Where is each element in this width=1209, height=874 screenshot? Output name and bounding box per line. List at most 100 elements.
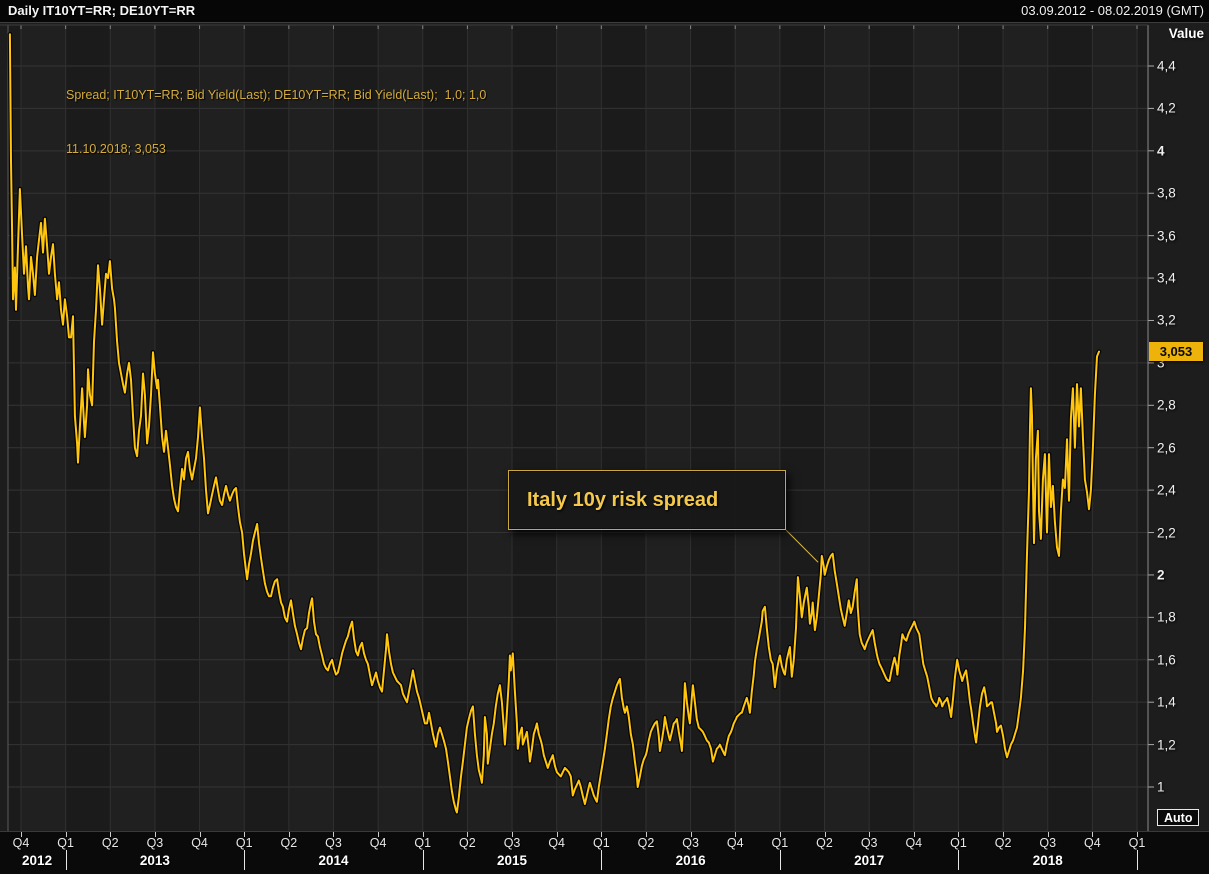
- quarter-band: [333, 25, 379, 831]
- quarter-tick: [1003, 832, 1005, 837]
- quarter-label: Q4: [12, 836, 30, 850]
- quarter-tick: [735, 832, 737, 837]
- quarter-band: [65, 25, 111, 831]
- y-tick-label: 1,8: [1157, 609, 1176, 625]
- quarter-label: Q1: [771, 836, 789, 850]
- quarter-band: [21, 25, 66, 831]
- auto-scale-button[interactable]: Auto: [1157, 809, 1200, 826]
- y-tick-label: 2,8: [1157, 397, 1176, 413]
- quarter-label: Q1: [57, 836, 74, 850]
- quarter-label: Q4: [191, 836, 208, 850]
- quarter-tick: [467, 832, 469, 837]
- annotation-text: Italy 10y risk spread: [527, 488, 719, 511]
- quarter-tick: [601, 832, 603, 837]
- quarter-tick: [824, 832, 826, 837]
- quarter-label: Q2: [101, 836, 119, 850]
- year-label: 2018: [1032, 853, 1063, 868]
- time-axis[interactable]: Q4 Q1 Q2 Q3 Q4 Q1 Q2 Q3 Q4 Q1 Q2 Q3 Q4 Q1 Q2 Q3 Q4 Q1 Q2 Q3…: [0, 831, 1209, 874]
- quarter-tick: [422, 832, 424, 837]
- quarter-tick: [154, 832, 156, 837]
- quarter-band: [556, 25, 602, 831]
- y-tick-label: 3: [1157, 355, 1165, 371]
- quarter-label: Q1: [235, 836, 253, 850]
- quarter-label: Q3: [503, 836, 521, 850]
- y-tick-label: 1,6: [1157, 652, 1176, 668]
- quarter-band: [690, 25, 736, 831]
- year-separator: [779, 850, 781, 870]
- quarter-band: [467, 25, 513, 831]
- year-label: 2012: [22, 853, 53, 868]
- quarter-band: [244, 25, 289, 831]
- quarter-tick: [1137, 832, 1138, 837]
- y-tick-label: 2,4: [1157, 482, 1176, 498]
- legend-line-series[interactable]: Spread; IT10YT=RR; Bid Yield(Last); DE10…: [66, 88, 487, 102]
- quarter-label: Q2: [637, 836, 655, 850]
- y-tick-label: 3,8: [1157, 185, 1176, 201]
- quarter-tick: [378, 832, 380, 837]
- quarter-tick: [512, 832, 514, 837]
- date-range-label: 03.09.2012 - 08.02.2019 (GMT): [1021, 3, 1204, 18]
- quarter-band: [779, 25, 825, 831]
- quarter-label: Q3: [325, 836, 342, 850]
- quarter-label: Q1: [950, 836, 967, 850]
- y-tick-label: 2: [1157, 567, 1165, 583]
- y-tick-label: 2,2: [1157, 525, 1176, 541]
- y-tick-label: 1,4: [1157, 694, 1176, 710]
- value-axis-title: Value: [1168, 26, 1204, 41]
- year-separator: [65, 850, 67, 870]
- y-tick-label: 4: [1157, 143, 1165, 159]
- quarter-label: Q4: [1084, 836, 1101, 850]
- annotation-callout-line: [785, 529, 819, 563]
- quarter-label: Q2: [994, 836, 1012, 850]
- spread-line[interactable]: [8, 33, 1100, 814]
- quarter-tick: [1047, 832, 1049, 837]
- series-legend[interactable]: Spread; IT10YT=RR; Bid Yield(Last); DE10…: [66, 50, 486, 194]
- quarter-tick: [869, 832, 871, 837]
- quarter-label: Q1: [1128, 836, 1146, 850]
- quarter-tick: [556, 832, 558, 837]
- annotation-box[interactable]: Italy 10y risk spread: [508, 470, 786, 530]
- quarter-label: Q1: [592, 836, 610, 850]
- quarter-label: Q2: [816, 836, 833, 850]
- y-tick-label: 1,2: [1157, 737, 1176, 753]
- quarter-label: Q1: [414, 836, 432, 850]
- quarter-tick: [21, 832, 22, 837]
- quarter-tick: [779, 832, 781, 837]
- chart-title-bar: Daily IT10YT=RR; DE10YT=RR 03.09.2012 - …: [0, 0, 1209, 23]
- y-tick-label: 1: [1157, 779, 1165, 795]
- last-value-badge: 3,053: [1149, 342, 1203, 362]
- quarter-tick: [65, 832, 67, 837]
- y-tick-label: 3,6: [1157, 228, 1176, 244]
- quarter-band: [735, 25, 780, 831]
- quarter-label: Q3: [1039, 836, 1057, 850]
- quarter-band: [422, 25, 468, 831]
- quarter-band: [1137, 25, 1148, 831]
- quarter-tick: [199, 832, 201, 837]
- quarter-label: Q3: [146, 836, 164, 850]
- quarter-band: [1092, 25, 1137, 831]
- quarter-band: [824, 25, 870, 831]
- quarter-label: Q3: [682, 836, 699, 850]
- quarter-band: [869, 25, 914, 831]
- quarter-tick: [110, 832, 112, 837]
- quarter-tick: [645, 832, 647, 837]
- chart-title: Daily IT10YT=RR; DE10YT=RR: [8, 3, 196, 18]
- year-separator: [244, 850, 246, 870]
- year-separator: [601, 850, 603, 870]
- y-tick-label: 4,2: [1157, 100, 1176, 116]
- year-label: 2017: [854, 853, 885, 868]
- quarter-tick: [244, 832, 246, 837]
- year-label: 2013: [139, 853, 170, 868]
- quarter-tick: [1092, 832, 1094, 837]
- quarter-band: [378, 25, 423, 831]
- y-tick-label: 3,4: [1157, 270, 1176, 286]
- quarter-label: Q2: [280, 836, 298, 850]
- quarter-label: Q2: [459, 836, 476, 850]
- quarter-label: Q3: [860, 836, 878, 850]
- year-label: 2014: [318, 853, 349, 868]
- y-tick-label: 4,4: [1157, 58, 1176, 74]
- legend-line-last-value[interactable]: 11.10.2018; 3,053: [66, 142, 166, 156]
- y-tick-label: 2,6: [1157, 440, 1176, 456]
